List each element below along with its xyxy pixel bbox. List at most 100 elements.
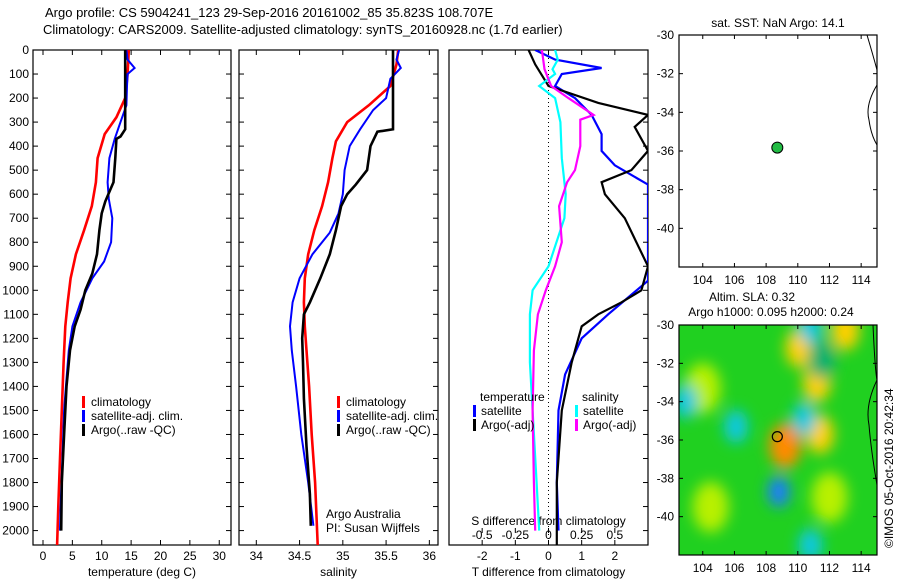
difference-lines xyxy=(527,50,648,545)
x-tick-label: 104 xyxy=(693,273,713,287)
series-line-argo-raw-qc- xyxy=(59,50,127,531)
x-tick-label: 10 xyxy=(95,549,109,563)
y-tick-label: 1600 xyxy=(2,427,29,441)
y-tick-label: 1000 xyxy=(2,283,29,297)
series-line-climatology xyxy=(302,50,400,545)
x-tick-label: -2 xyxy=(477,549,488,563)
legend-label: climatology xyxy=(346,395,406,409)
s-x-tick-label: -0.5 xyxy=(472,528,493,542)
sst-map-content xyxy=(866,35,877,146)
x-tick-label: 108 xyxy=(756,561,776,575)
legend-label: climatology xyxy=(91,395,151,409)
x-tick-label: 20 xyxy=(154,549,168,563)
heatmap-cell xyxy=(831,325,860,351)
x-tick-label: 15 xyxy=(124,549,138,563)
legend-label: Argo(..raw -QC) xyxy=(91,423,176,437)
figure-title-line2: Climatology: CARS2009. Satellite-adjuste… xyxy=(43,22,563,37)
s-axis-label: S difference from climatology xyxy=(471,514,626,528)
x-tick-label: -1 xyxy=(510,549,521,563)
y-tick-label: 200 xyxy=(9,91,29,105)
heatmap-cell xyxy=(811,472,848,523)
heatmap-cell xyxy=(792,402,817,436)
imos-timestamp-label: ©IMOS 05-Oct-2016 20:42:34 xyxy=(882,388,896,548)
y-tick-label: 2000 xyxy=(2,524,29,538)
x-axis-label: temperature (deg C) xyxy=(88,565,196,579)
series-line-salinity-satellite xyxy=(528,50,567,531)
x-tick-label: 34 xyxy=(250,549,264,563)
y-tick-label: 1700 xyxy=(2,451,29,465)
x-tick-label: 112 xyxy=(820,561,839,575)
legend-swatch xyxy=(82,424,85,436)
y-tick-label: 900 xyxy=(9,259,29,273)
y-tick-label: -40 xyxy=(657,510,675,524)
y-tick-label: 500 xyxy=(9,163,29,177)
series-line-temperature-argo-adj- xyxy=(527,50,648,545)
y-tick-label: -34 xyxy=(657,395,675,409)
y-tick-label: 1300 xyxy=(2,355,29,369)
y-tick-label: 700 xyxy=(9,211,29,225)
y-tick-label: -32 xyxy=(657,67,675,81)
series-line-temperature-satellite xyxy=(534,50,648,531)
series-line-salinity-argo-adj- xyxy=(531,50,597,531)
legend-label: satellite xyxy=(481,404,522,418)
y-tick-label: -40 xyxy=(657,221,675,235)
credit-line-2: PI: Susan Wijffels xyxy=(326,521,420,535)
heatmap-cell xyxy=(724,409,749,444)
legend-swatch xyxy=(337,396,340,408)
x-axis-label: salinity xyxy=(320,565,357,579)
figure-title-line1: Argo profile: CS 5904241_123 29-Sep-2016… xyxy=(45,5,494,20)
x-axis-label: T difference from climatology xyxy=(472,565,626,579)
x-tick-label: 110 xyxy=(788,561,807,575)
y-tick-label: -30 xyxy=(657,318,675,332)
s-x-tick-label: 0 xyxy=(545,528,552,542)
sst-map-title: sat. SST: NaN Argo: 14.1 xyxy=(711,16,845,30)
coastline xyxy=(866,35,877,146)
heatmap-cell xyxy=(767,476,790,508)
legend-swatch xyxy=(82,396,85,408)
heatmap-cell xyxy=(769,423,802,469)
x-tick-label: 0 xyxy=(545,549,552,563)
y-tick-label: -32 xyxy=(657,356,675,370)
y-tick-label: 0 xyxy=(22,43,29,57)
x-tick-label: 114 xyxy=(852,561,871,575)
x-tick-label: 34.5 xyxy=(288,549,312,563)
y-tick-label: -30 xyxy=(657,28,675,42)
salinity-axes-frame xyxy=(238,49,439,546)
y-tick-label: 1200 xyxy=(2,331,29,345)
x-tick-label: 108 xyxy=(756,273,776,287)
heatmap-cell xyxy=(692,481,729,533)
y-tick-label: 1800 xyxy=(2,476,29,490)
y-tick-label: -36 xyxy=(657,433,675,447)
credit-line-1: Argo Australia xyxy=(326,507,401,521)
heatmap-cell xyxy=(679,384,698,419)
legend-swatch xyxy=(575,405,578,417)
y-tick-label: 1500 xyxy=(2,403,29,417)
x-tick-label: 110 xyxy=(788,273,807,287)
legend-label: satellite xyxy=(583,404,624,418)
y-tick-label: 800 xyxy=(9,235,29,249)
heatmap-cell xyxy=(807,339,836,380)
y-tick-label: 600 xyxy=(9,187,29,201)
y-tick-label: 400 xyxy=(9,139,29,153)
heatmap-features xyxy=(679,325,860,555)
legend-swatch xyxy=(473,419,476,431)
s-x-tick-label: 0.25 xyxy=(570,528,594,542)
s-x-tick-label: 0.5 xyxy=(606,528,623,542)
x-tick-label: 112 xyxy=(820,273,839,287)
x-tick-label: 30 xyxy=(213,549,227,563)
legend-header-salinity: salinity xyxy=(582,390,619,404)
legend-header-temperature: temperature xyxy=(480,390,545,404)
series-line-argo-raw-qc- xyxy=(300,50,395,526)
legend-swatch xyxy=(82,410,85,422)
s-x-tick-label: -0.25 xyxy=(502,528,530,542)
legend-swatch xyxy=(337,410,340,422)
legend-label: satellite-adj. clim. xyxy=(346,409,438,423)
coastline xyxy=(867,325,877,486)
x-tick-label: 5 xyxy=(69,549,76,563)
x-tick-label: 35.5 xyxy=(374,549,398,563)
x-tick-label: 1 xyxy=(578,549,585,563)
x-tick-label: 114 xyxy=(852,273,871,287)
y-tick-label: 1400 xyxy=(2,379,29,393)
x-tick-label: 106 xyxy=(724,561,744,575)
